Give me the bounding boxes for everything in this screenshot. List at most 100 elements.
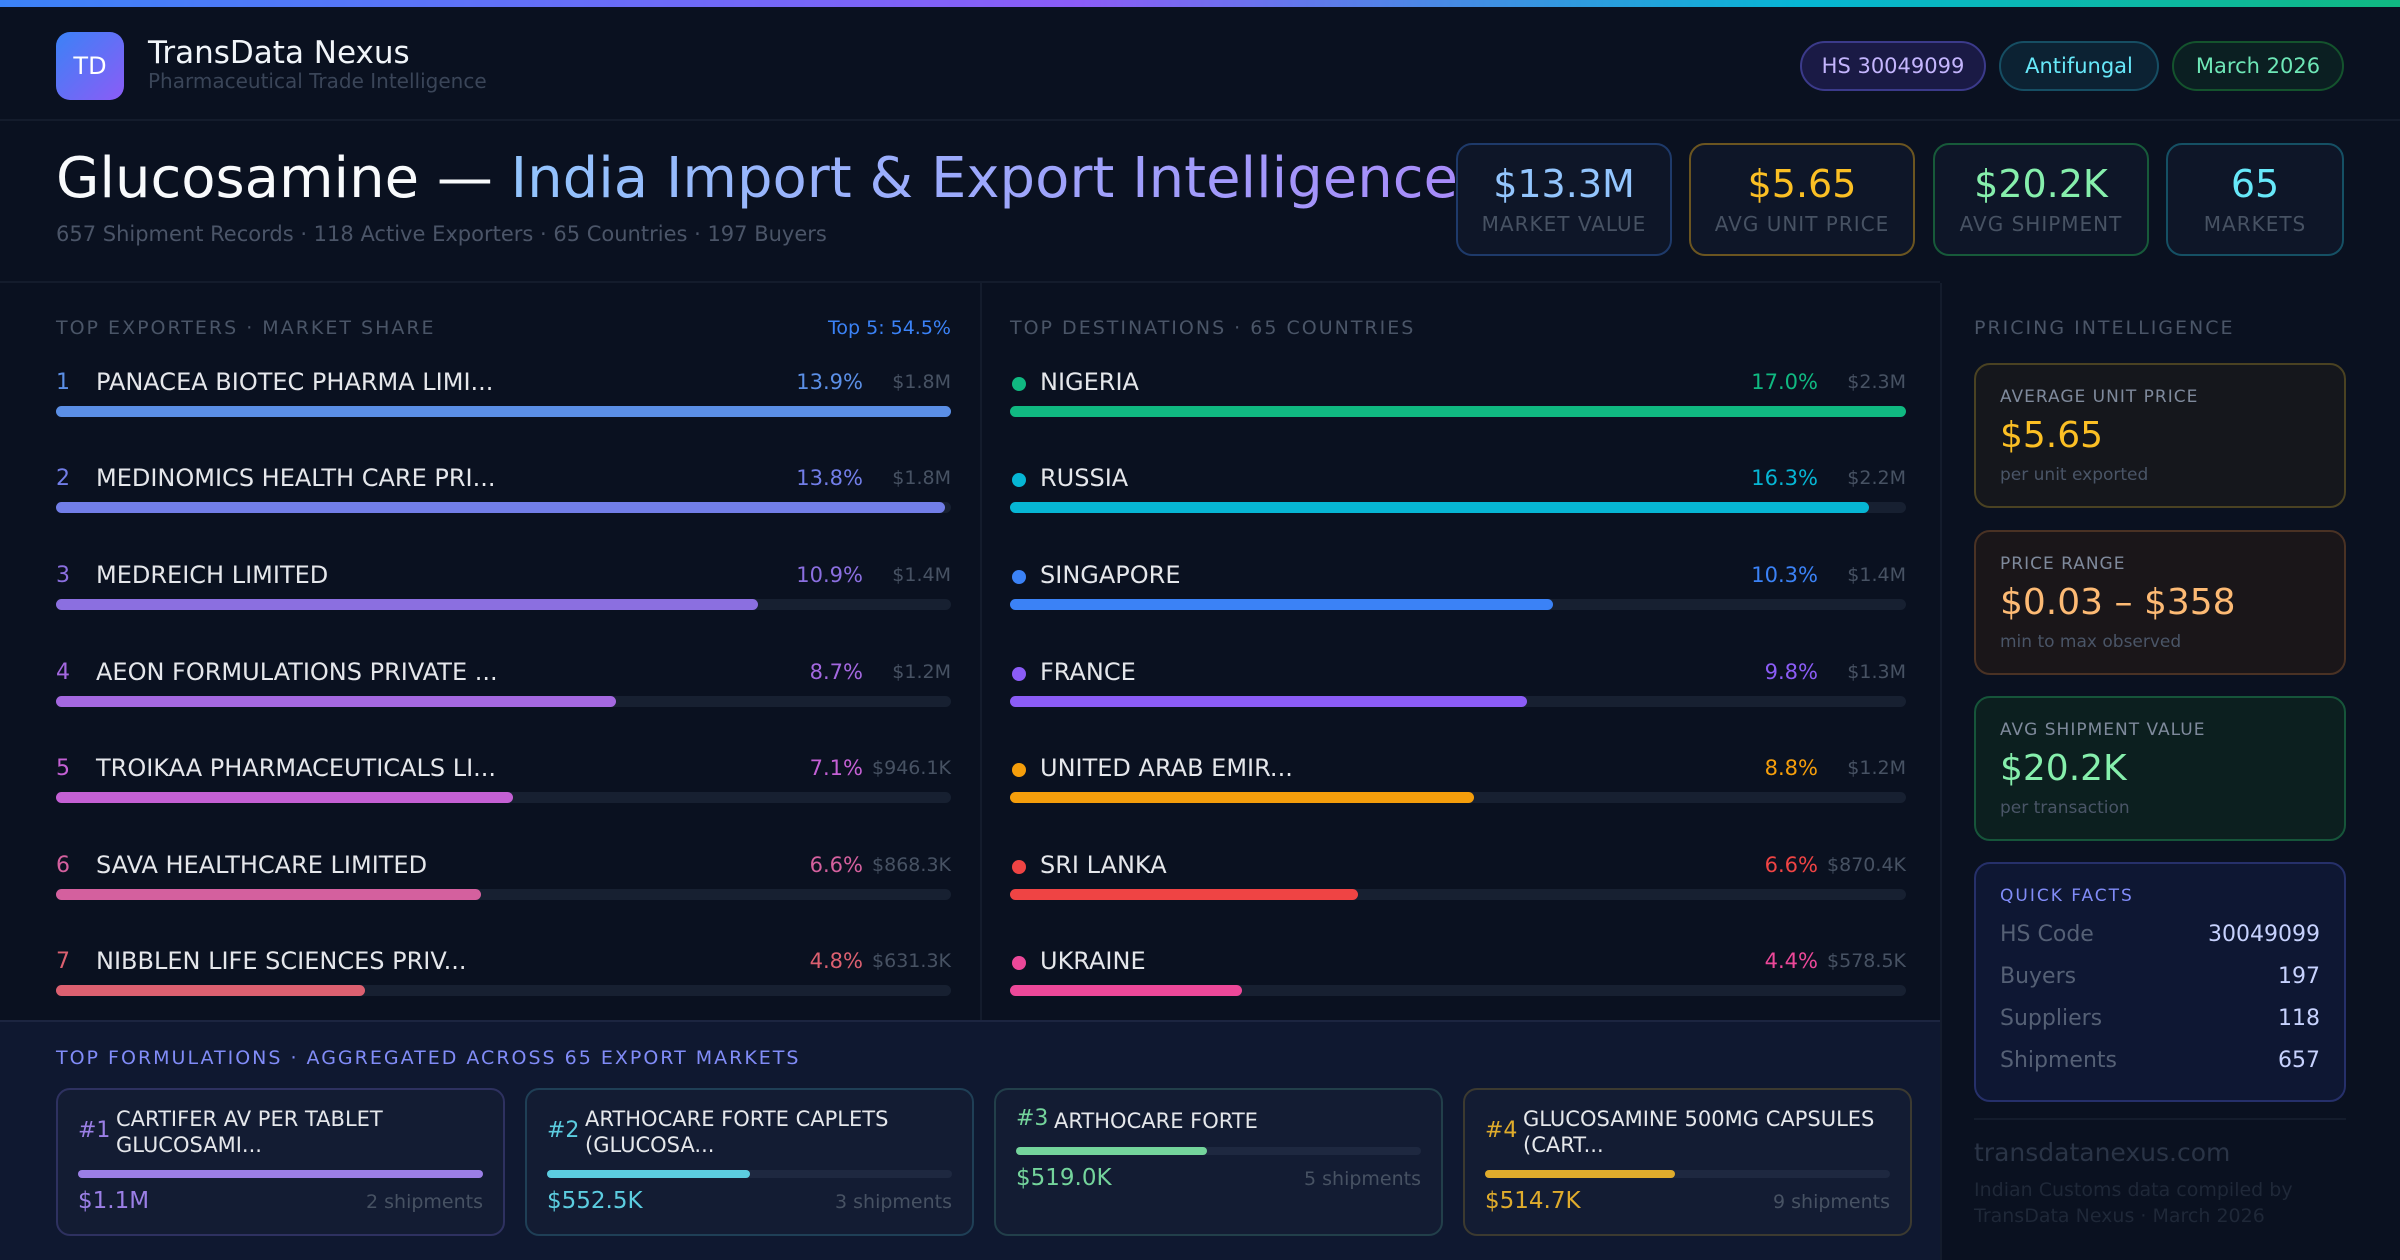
share-bar-fill xyxy=(1010,792,1474,803)
share-bar-fill xyxy=(1010,406,1906,417)
amount: $1.2M xyxy=(892,661,951,683)
country-dot-icon xyxy=(1012,667,1026,681)
rank: 4 xyxy=(56,660,70,685)
divider xyxy=(1974,1118,2346,1120)
share-percent: 4.4% xyxy=(1764,949,1818,973)
shipment-count: 3 shipments xyxy=(835,1191,952,1213)
share-percent: 4.8% xyxy=(809,949,863,973)
page-title: Glucosamine — India Import & Export Inte… xyxy=(56,146,1458,211)
country-name: FRANCE xyxy=(1040,658,1136,686)
amount: $868.3K xyxy=(872,854,951,876)
formulation-name: ARTHOCARE FORTE xyxy=(1054,1109,1258,1133)
logo: TD xyxy=(56,32,124,100)
kpi-value: $20.2K xyxy=(1974,162,2108,206)
formulation-card[interactable]: #3 ARTHOCARE FORTE $519.0K 5 shipments xyxy=(994,1088,1443,1236)
value-bar xyxy=(547,1170,952,1178)
share-bar-fill xyxy=(1010,696,1527,707)
exporter-row[interactable]: 2 MEDINOMICS HEALTH CARE PRI... 13.8% $1.8M xyxy=(56,464,951,536)
share-percent: 17.0% xyxy=(1751,370,1818,394)
site-link[interactable]: transdatanexus.com xyxy=(1974,1138,2231,1167)
share-percent: 9.8% xyxy=(1764,660,1818,684)
share-bar-fill xyxy=(56,985,366,996)
fact-value: 30049099 xyxy=(2208,922,2320,947)
value-bar-fill xyxy=(547,1170,751,1178)
rank: 6 xyxy=(56,853,70,878)
card-value: $0.03 – $358 xyxy=(2000,582,2236,623)
amount: $946.1K xyxy=(872,757,951,779)
fact-value: 118 xyxy=(2278,1006,2320,1031)
header: TD TransData Nexus Pharmaceutical Trade … xyxy=(0,7,2400,121)
hs-code-pill[interactable]: HS 30049099 xyxy=(1800,41,1986,91)
share-bar-fill xyxy=(1010,889,1358,900)
destination-row[interactable]: SINGAPORE 10.3% $1.4M xyxy=(1010,561,1906,633)
country-name: RUSSIA xyxy=(1040,464,1129,492)
exporter-row[interactable]: 1 PANACEA BIOTEC PHARMA LIMI... 13.9% $1.8M xyxy=(56,368,951,440)
kpi-card: $20.2K AVG SHIPMENT xyxy=(1933,143,2149,256)
quick-facts-card: QUICK FACTS HS Code 30049099 Buyers 197 Supp… xyxy=(1974,862,2346,1102)
formulations-section: TOP FORMULATIONS · AGGREGATED ACROSS 65 … xyxy=(0,1020,1940,1260)
destination-row[interactable]: RUSSIA 16.3% $2.2M xyxy=(1010,464,1906,536)
exporter-name: AEON FORMULATIONS PRIVATE ... xyxy=(96,658,498,686)
formulation-card[interactable]: #1 CARTIFER AV PER TABLET GLUCOSAMI... $1.… xyxy=(56,1088,505,1236)
exporter-name: MEDREICH LIMITED xyxy=(96,561,329,589)
destination-row[interactable]: FRANCE 9.8% $1.3M xyxy=(1010,658,1906,730)
rank: #2 xyxy=(547,1118,580,1143)
category-pill[interactable]: Antifungal xyxy=(1999,41,2159,91)
pricing-sidebar: PRICING INTELLIGENCE AVERAGE UNIT PRICE … xyxy=(1940,283,2400,1260)
brand-tagline: Pharmaceutical Trade Intelligence xyxy=(148,69,487,93)
page-subtitle: 657 Shipment Records · 118 Active Export… xyxy=(56,222,827,246)
rank: #1 xyxy=(78,1118,111,1143)
share-bar xyxy=(56,502,951,513)
fact-row: Buyers 197 xyxy=(2000,964,2320,989)
share-percent: 10.9% xyxy=(796,563,863,587)
fact-label: Shipments xyxy=(2000,1048,2117,1073)
amount: $1.3M xyxy=(1847,661,1906,683)
card-sub: per transaction xyxy=(2000,798,2130,818)
destination-row[interactable]: SRI LANKA 6.6% $870.4K xyxy=(1010,851,1906,923)
destination-row[interactable]: UNITED ARAB EMIR... 8.8% $1.2M xyxy=(1010,754,1906,826)
amount: $2.3M xyxy=(1847,371,1906,393)
share-percent: 10.3% xyxy=(1751,563,1818,587)
rank: 3 xyxy=(56,563,70,588)
share-bar xyxy=(1010,696,1906,707)
exporter-row[interactable]: 7 NIBBLEN LIFE SCIENCES PRIV... 4.8% $631.3… xyxy=(56,947,951,1019)
exporter-row[interactable]: 4 AEON FORMULATIONS PRIVATE ... 8.7% $1.2M xyxy=(56,658,951,730)
rank: 5 xyxy=(56,756,70,781)
exporter-name: PANACEA BIOTEC PHARMA LIMI... xyxy=(96,368,494,396)
formulation-value: $1.1M xyxy=(78,1188,150,1214)
country-name: UNITED ARAB EMIR... xyxy=(1040,754,1293,782)
kpi-label: AVG UNIT PRICE xyxy=(1714,212,1890,236)
country-dot-icon xyxy=(1012,377,1026,391)
kpi-label: MARKETS xyxy=(2203,212,2307,236)
share-bar xyxy=(1010,599,1906,610)
title-product: Glucosamine — xyxy=(56,146,511,211)
rank: 2 xyxy=(56,466,70,491)
destination-row[interactable]: NIGERIA 17.0% $2.3M xyxy=(1010,368,1906,440)
value-bar-fill xyxy=(78,1170,483,1178)
country-name: NIGERIA xyxy=(1040,368,1139,396)
kpi-card: $13.3M MARKET VALUE xyxy=(1456,143,1672,256)
destination-row[interactable]: UKRAINE 4.4% $578.5K xyxy=(1010,947,1906,1019)
share-bar xyxy=(1010,792,1906,803)
formulation-card[interactable]: #4 GLUCOSAMINE 500MG CAPSULES (CART... $51… xyxy=(1463,1088,1912,1236)
accent-bar xyxy=(0,0,2400,7)
formulation-value: $552.5K xyxy=(547,1188,643,1214)
value-bar xyxy=(78,1170,483,1178)
exporter-row[interactable]: 3 MEDREICH LIMITED 10.9% $1.4M xyxy=(56,561,951,633)
destinations-title: TOP DESTINATIONS · 65 COUNTRIES xyxy=(1010,317,1416,339)
amount: $1.2M xyxy=(1847,757,1906,779)
share-bar xyxy=(56,792,951,803)
date-pill[interactable]: March 2026 xyxy=(2172,41,2344,91)
share-percent: 8.8% xyxy=(1764,756,1818,780)
formulation-name: CARTIFER AV PER TABLET GLUCOSAMI... xyxy=(116,1107,383,1157)
amount: $2.2M xyxy=(1847,467,1906,489)
exporter-row[interactable]: 6 SAVA HEALTHCARE LIMITED 6.6% $868.3K xyxy=(56,851,951,923)
amount: $870.4K xyxy=(1827,854,1906,876)
share-percent: 6.6% xyxy=(1764,853,1818,877)
share-bar xyxy=(56,985,951,996)
fact-value: 197 xyxy=(2278,964,2320,989)
shipment-count: 9 shipments xyxy=(1773,1191,1890,1213)
formulation-card[interactable]: #2 ARTHOCARE FORTE CAPLETS (GLUCOSA... $55… xyxy=(525,1088,974,1236)
exporter-row[interactable]: 5 TROIKAA PHARMACEUTICALS LI... 7.1% $946.1… xyxy=(56,754,951,826)
formulations-title: TOP FORMULATIONS · AGGREGATED ACROSS 65 … xyxy=(56,1047,801,1069)
